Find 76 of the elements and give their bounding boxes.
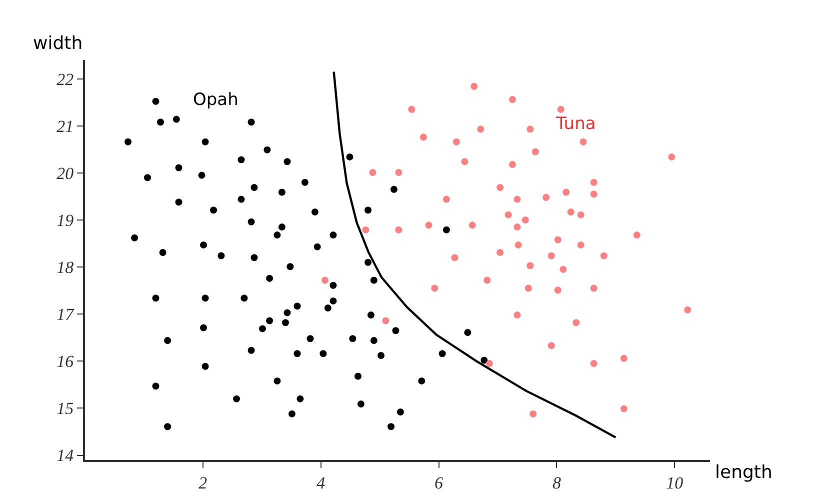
point (477, 126, 484, 133)
y-tick-label: 16 (56, 352, 74, 372)
point (484, 276, 491, 284)
point (668, 153, 676, 160)
x-tick-label: 6 (434, 473, 444, 492)
point (514, 224, 521, 231)
point (562, 188, 570, 196)
point (684, 306, 692, 314)
point (633, 232, 640, 239)
y-tick-label: 18 (56, 258, 74, 278)
y-tick-label: 17 (56, 305, 76, 324)
point (557, 106, 564, 113)
point (508, 96, 516, 104)
point (590, 360, 598, 368)
point (514, 241, 522, 248)
point (560, 266, 567, 273)
point (590, 284, 598, 292)
x-tick-label: 2 (198, 473, 208, 492)
point (580, 138, 587, 146)
point (425, 222, 432, 229)
point (504, 211, 512, 218)
point (524, 284, 532, 292)
y-tick-label: 21 (56, 116, 74, 136)
point (408, 106, 416, 113)
point (620, 405, 628, 412)
y-tick-label: 22 (56, 70, 74, 89)
x-tick-label: 4 (316, 473, 326, 492)
point (395, 226, 402, 234)
point (468, 222, 476, 229)
point (508, 160, 516, 168)
y-tick-label: 15 (56, 399, 74, 418)
point (572, 319, 580, 326)
point (548, 342, 555, 350)
point (451, 254, 458, 262)
point (382, 317, 390, 324)
point (590, 190, 598, 198)
point (590, 178, 598, 186)
point (395, 168, 402, 176)
y-tick-label: 20 (56, 164, 74, 183)
point (461, 158, 468, 166)
y-axis-title: width (33, 33, 83, 54)
point (532, 148, 539, 156)
y-tick-label: 14 (56, 446, 74, 466)
point (496, 184, 504, 192)
point (526, 126, 534, 133)
point (514, 312, 521, 319)
point (548, 252, 555, 260)
point (526, 262, 534, 270)
point (567, 208, 574, 216)
point (522, 216, 529, 224)
point (452, 138, 460, 146)
point (542, 194, 550, 201)
point (514, 196, 521, 203)
y-tick-label: 19 (56, 210, 74, 230)
point (496, 248, 504, 256)
point (486, 360, 493, 368)
x-tick-label: 10 (666, 473, 684, 492)
point (431, 284, 438, 292)
x-tick-label: 8 (552, 473, 562, 492)
point (420, 134, 427, 141)
line-series (332, 70, 617, 439)
point (530, 410, 537, 418)
point (600, 252, 608, 260)
point (577, 211, 584, 218)
series-label: Tuna (555, 114, 596, 134)
series-label: Opah (193, 90, 238, 110)
point (362, 226, 370, 234)
point (442, 196, 450, 203)
point (321, 276, 328, 284)
point (369, 168, 376, 176)
point (620, 354, 628, 362)
point (554, 236, 562, 244)
point (577, 241, 584, 248)
point (554, 286, 562, 294)
point (470, 82, 478, 90)
x-axis-title: length (715, 462, 772, 483)
